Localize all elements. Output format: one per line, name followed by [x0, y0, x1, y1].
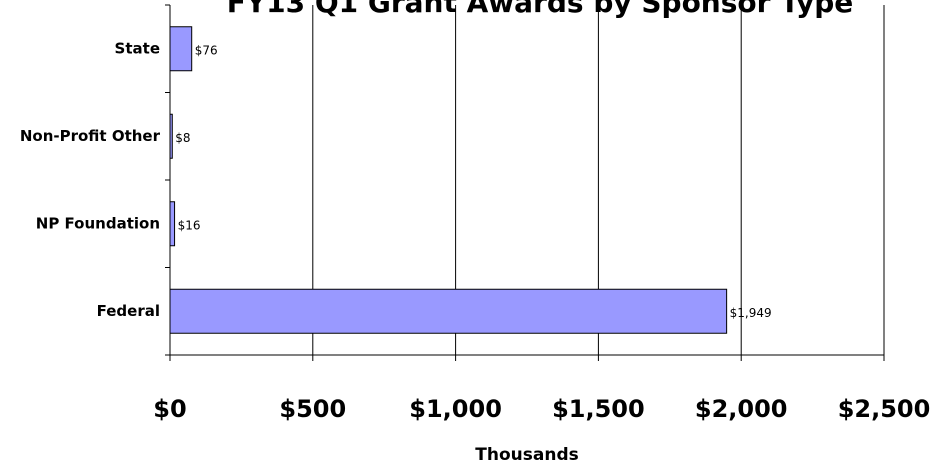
x-tick-label: $2,500	[838, 395, 930, 423]
y-tick-label: Federal	[97, 302, 160, 320]
bar	[169, 201, 176, 247]
x-tick-label: $0	[153, 395, 186, 423]
bar	[169, 288, 728, 334]
x-tick-label: $1,500	[552, 395, 645, 423]
y-tick-label: Non-Profit Other	[20, 127, 161, 145]
chart-title: FY13 Q1 Grant Awards by Sponsor Type	[227, 0, 854, 19]
value-label: $16	[178, 218, 201, 232]
x-tick-label: $2,000	[695, 395, 788, 423]
value-label: $8	[175, 131, 190, 145]
x-tick-label: $1,000	[409, 395, 502, 423]
bar	[169, 113, 173, 159]
y-tick-label: State	[115, 39, 160, 57]
value-label: $76	[195, 43, 218, 57]
x-axis-label: Thousands	[475, 445, 578, 465]
value-label: $1,949	[730, 306, 772, 320]
bar	[169, 26, 193, 72]
y-tick-label: NP Foundation	[36, 214, 160, 232]
x-tick-label: $500	[279, 395, 346, 423]
